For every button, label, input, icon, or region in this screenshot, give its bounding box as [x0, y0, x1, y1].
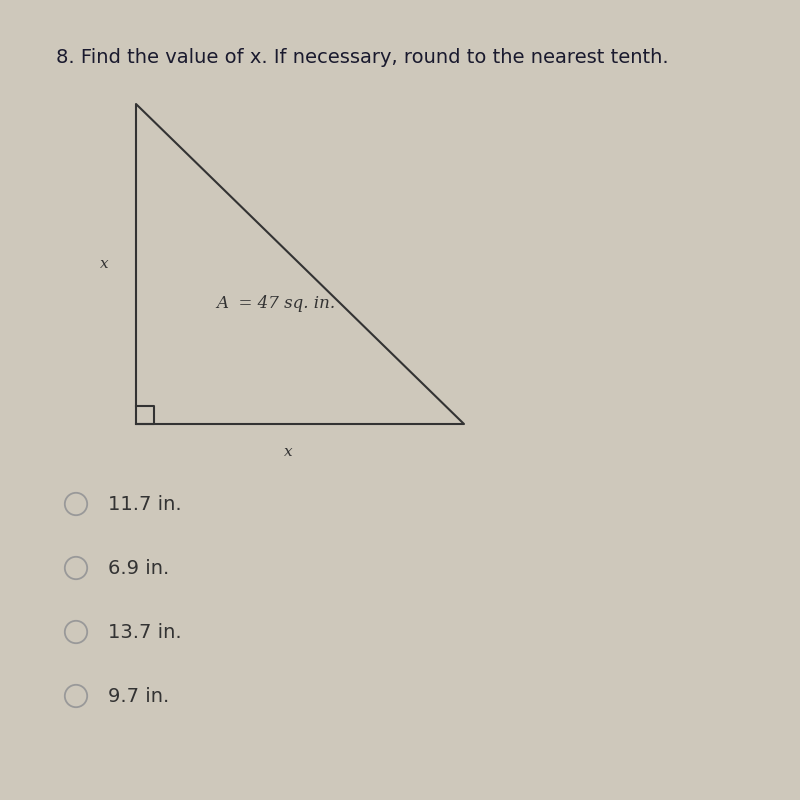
Text: 8. Find the value of x. If necessary, round to the nearest tenth.: 8. Find the value of x. If necessary, ro…	[56, 48, 669, 67]
Text: A  = 47 sq. in.: A = 47 sq. in.	[216, 295, 335, 313]
Text: 9.7 in.: 9.7 in.	[108, 686, 170, 706]
Text: 11.7 in.: 11.7 in.	[108, 494, 182, 514]
Text: 6.9 in.: 6.9 in.	[108, 558, 170, 578]
Text: 13.7 in.: 13.7 in.	[108, 622, 182, 642]
Text: x: x	[284, 445, 292, 459]
Text: x: x	[100, 257, 108, 271]
